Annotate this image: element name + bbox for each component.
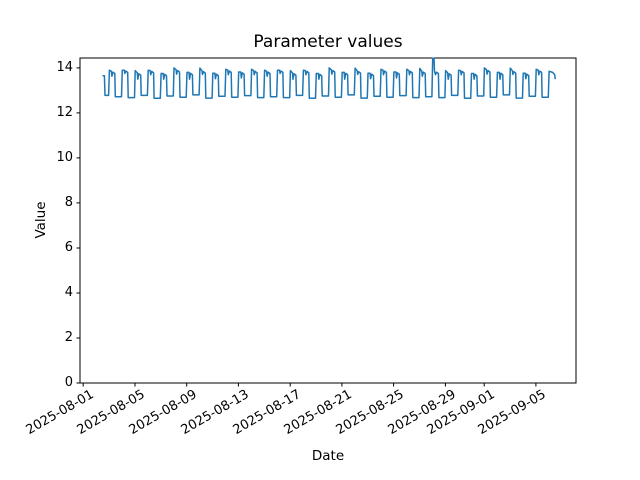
series-line: [102, 57, 557, 100]
axes-frame: [79, 57, 577, 384]
x-axis-label: Date: [311, 448, 345, 464]
y-tick-label: 14: [56, 59, 73, 75]
y-tick-label: 8: [64, 194, 73, 210]
y-tick-label: 12: [56, 104, 73, 120]
chart-title: Parameter values: [253, 32, 403, 52]
y-tick-label: 4: [64, 284, 73, 300]
y-axis-label: Value: [33, 201, 49, 239]
y-tick-label: 10: [56, 149, 73, 165]
y-tick-label: 0: [64, 375, 73, 390]
y-tick-label: 2: [64, 329, 73, 345]
y-tick-label: 6: [64, 239, 73, 255]
